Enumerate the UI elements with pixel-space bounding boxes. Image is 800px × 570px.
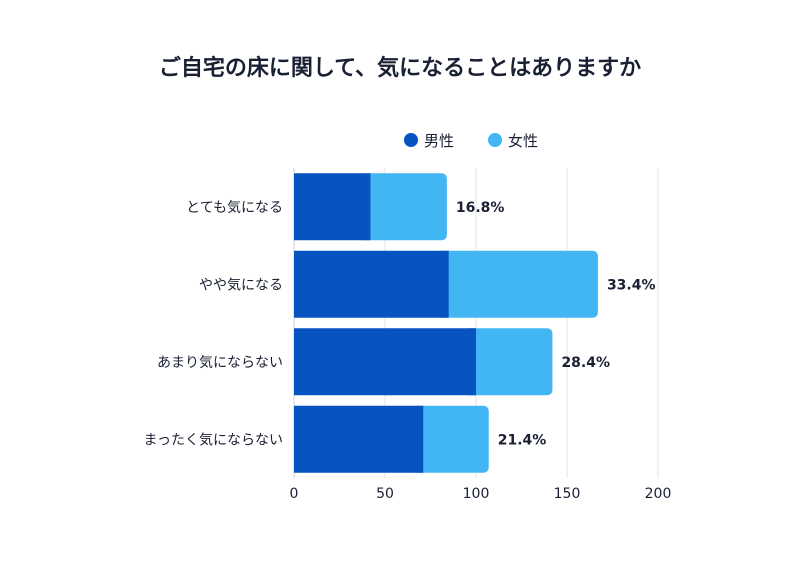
category-label: まったく気にならない [144,432,283,448]
data-label: 33.4% [607,277,656,293]
x-tick-label: 200 [645,486,672,502]
bar-male [294,405,424,473]
legend-swatch-male [404,133,418,147]
category-label: やや気になる [199,277,283,293]
legend-item-female: 女性 [488,132,538,150]
category-label: あまり気にならない [157,355,283,371]
legend: 男性 女性 [404,132,538,150]
bars [294,173,598,473]
x-tick-label: 100 [463,486,490,502]
legend-item-male: 男性 [404,132,454,150]
data-labels: 16.8% 33.4% 28.4% 21.4% [456,200,656,449]
bar-female [468,328,553,396]
legend-label-female: 女性 [508,132,538,150]
bar-male [294,328,476,396]
legend-label-male: 男性 [424,132,454,150]
bar-male [294,250,449,318]
x-tick-label: 0 [290,486,299,502]
bar-male [294,173,371,241]
x-axis-ticks: 0 50 100 150 200 [290,486,672,502]
bar-female [362,173,447,241]
data-label: 16.8% [456,200,505,216]
legend-swatch-female [488,133,502,147]
bar-female [440,250,598,318]
category-label: とても気になる [186,200,283,216]
data-label: 28.4% [561,355,610,371]
x-tick-label: 150 [554,486,581,502]
data-label: 21.4% [498,432,547,448]
chart-title: ご自宅の床に関して、気になることはありますか [159,55,641,81]
x-tick-label: 50 [376,486,394,502]
bar-female [415,405,489,473]
